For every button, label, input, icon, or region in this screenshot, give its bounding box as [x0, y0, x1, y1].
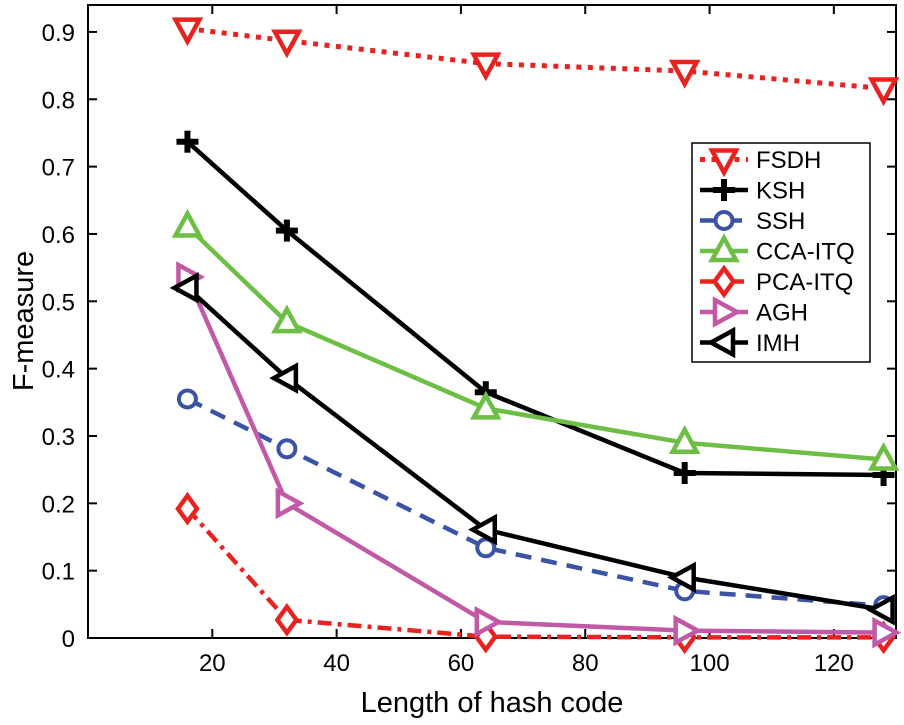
y-tick-label: 0.6 [42, 222, 75, 249]
triangle-left-marker [706, 326, 736, 359]
diamond-marker [711, 264, 737, 299]
triangle-left-marker [468, 513, 498, 546]
legend-entry-imh: IMH [700, 326, 800, 359]
triangle-down-marker [867, 77, 900, 107]
legend-label: AGH [756, 300, 808, 327]
legend-label: PCA-ITQ [756, 269, 853, 296]
legend-label: IMH [756, 330, 800, 357]
triangle-down-marker [469, 52, 502, 82]
y-tick-label: 0.5 [42, 289, 75, 316]
x-tick-label: 100 [690, 650, 730, 677]
y-tick-label: 0.2 [42, 491, 75, 518]
legend-entry-ksh: KSH [700, 178, 805, 205]
legend-label: CCA-ITQ [756, 239, 855, 266]
legend-label: FSDH [756, 147, 821, 174]
circle-marker [176, 388, 198, 410]
chart-layers: 20 40 60 80 100 120 0 0.1 0.2 0.3 0.4 0.5 0.6 0.7 0.8 0… [42, 4, 902, 677]
y-tick-label: 0.8 [42, 87, 75, 114]
triangle-up-marker [668, 425, 701, 454]
triangle-up-marker [708, 233, 740, 263]
legend-entry-ssh: SSH [700, 208, 805, 235]
triangle-right-marker [872, 616, 902, 649]
legend-entry-pca-itq: PCA-ITQ [700, 264, 853, 299]
series-line [186, 396, 884, 608]
x-tick-label: 40 [323, 650, 350, 677]
axis-ticks: 20 40 60 80 100 120 0 0.1 0.2 0.3 0.4 0.5 0.6 0.7 0.8 0… [42, 5, 896, 677]
triangle-right-marker [673, 614, 703, 647]
triangle-left-marker [865, 593, 895, 626]
diamond-marker [274, 603, 300, 637]
y-tick-label: 0.9 [42, 20, 75, 47]
legend-label: KSH [756, 178, 805, 205]
triangle-right-marker [275, 487, 305, 520]
series-imh [169, 272, 895, 626]
circle-marker [276, 438, 298, 460]
x-tick-label: 80 [572, 650, 599, 677]
legend-label: SSH [756, 208, 805, 235]
triangle-right-marker [474, 606, 504, 638]
legend-entry-fsdh: FSDH [700, 147, 821, 178]
y-tick-label: 0.3 [42, 424, 75, 451]
triangle-left-marker [666, 561, 696, 594]
y-tick-label: 0.1 [42, 559, 75, 586]
triangle-left-marker [269, 362, 299, 394]
triangle-up-marker [271, 304, 303, 334]
circle-marker [475, 537, 497, 559]
series-fsdh [171, 17, 900, 107]
legend: FSDH KSH SSH CCA-ITQ PCA-ITQ AGH IMH [691, 142, 871, 363]
legend-entry-cca-itq: CCA-ITQ [700, 233, 855, 266]
legend-entry-agh: AGH [700, 296, 808, 328]
triangle-down-marker [171, 17, 204, 47]
triangle-up-marker [171, 208, 204, 238]
circle-marker [713, 210, 735, 231]
x-tick-label: 120 [814, 650, 854, 677]
triangle-down-marker [668, 59, 701, 89]
x-tick-label: 60 [448, 650, 475, 677]
x-tick-label: 20 [199, 650, 226, 677]
diamond-marker [175, 491, 200, 526]
y-tick-label: 0 [62, 626, 75, 653]
triangle-up-marker [867, 441, 900, 471]
series-cca-itq [171, 208, 900, 471]
series-line [185, 507, 884, 640]
x-axis-title: Length of hash code [361, 687, 624, 719]
triangle-down-marker [708, 148, 740, 178]
triangle-right-marker [712, 296, 742, 328]
y-tick-label: 0.7 [42, 155, 75, 182]
triangle-down-marker [271, 29, 303, 59]
y-tick-label: 0.4 [42, 357, 75, 384]
triangle-up-marker [469, 390, 502, 420]
triangle-left-marker [169, 272, 199, 304]
y-axis-title: F-measure [8, 251, 40, 391]
